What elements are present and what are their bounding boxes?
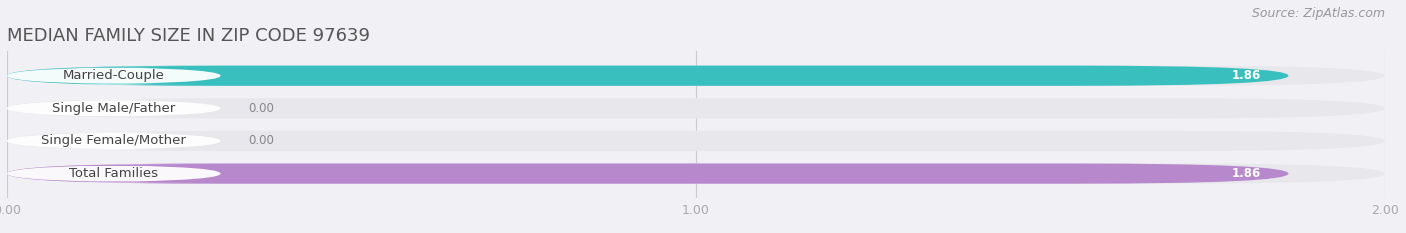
Text: 0.00: 0.00 xyxy=(247,102,274,115)
FancyBboxPatch shape xyxy=(7,164,1288,184)
Text: Total Families: Total Families xyxy=(69,167,159,180)
Text: 1.86: 1.86 xyxy=(1232,69,1261,82)
FancyBboxPatch shape xyxy=(7,164,1385,184)
FancyBboxPatch shape xyxy=(7,67,221,85)
Text: 1.86: 1.86 xyxy=(1232,167,1261,180)
Text: MEDIAN FAMILY SIZE IN ZIP CODE 97639: MEDIAN FAMILY SIZE IN ZIP CODE 97639 xyxy=(7,27,370,45)
FancyBboxPatch shape xyxy=(7,98,1385,118)
FancyBboxPatch shape xyxy=(7,66,1385,86)
FancyBboxPatch shape xyxy=(7,99,221,117)
FancyBboxPatch shape xyxy=(7,132,221,150)
Text: Married-Couple: Married-Couple xyxy=(63,69,165,82)
Text: Single Male/Father: Single Male/Father xyxy=(52,102,176,115)
FancyBboxPatch shape xyxy=(7,165,221,182)
Text: Source: ZipAtlas.com: Source: ZipAtlas.com xyxy=(1251,7,1385,20)
FancyBboxPatch shape xyxy=(7,66,1288,86)
FancyBboxPatch shape xyxy=(7,131,1385,151)
Text: 0.00: 0.00 xyxy=(247,134,274,147)
Text: Single Female/Mother: Single Female/Mother xyxy=(41,134,186,147)
